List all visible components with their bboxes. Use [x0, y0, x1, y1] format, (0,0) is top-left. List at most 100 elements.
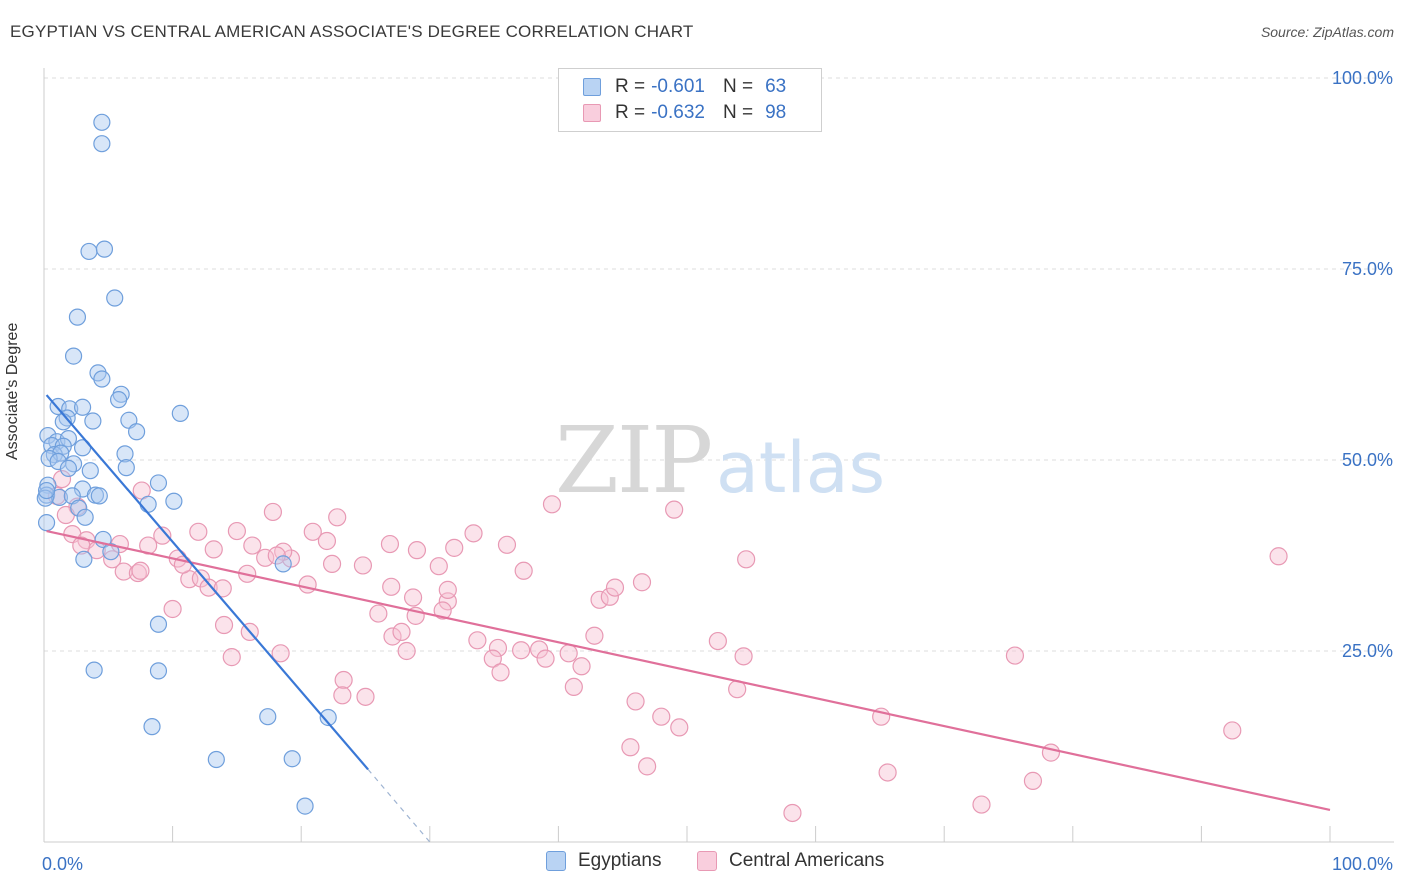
point-egyptian — [85, 661, 103, 679]
point-central-american — [322, 554, 342, 574]
point-central-american — [256, 548, 275, 567]
point-central-american — [1269, 547, 1288, 566]
point-egyptian — [117, 459, 135, 477]
point-central-american — [369, 604, 388, 623]
point-central-american — [783, 803, 802, 823]
point-egyptian — [319, 708, 337, 727]
point-central-american — [1041, 743, 1061, 762]
legend-r-value: -0.601 — [651, 76, 705, 97]
point-central-american — [1005, 646, 1025, 665]
legend-n-value: 98 — [765, 102, 787, 123]
point-egyptian — [149, 662, 168, 680]
series-egyptians — [36, 113, 337, 815]
point-egyptian — [95, 240, 114, 258]
point-central-american — [433, 601, 452, 620]
point-central-american — [334, 670, 353, 690]
point-egyptian — [80, 242, 98, 261]
point-central-american — [652, 707, 671, 726]
point-central-american — [626, 692, 645, 711]
point-egyptian — [274, 555, 292, 573]
point-central-american — [621, 738, 640, 757]
point-egyptian — [283, 750, 301, 768]
trend-lines — [45, 394, 1331, 843]
point-central-american — [407, 541, 427, 560]
point-central-american — [572, 657, 591, 676]
point-central-american — [271, 644, 290, 663]
legend-item-egyptians[interactable]: Egyptians — [546, 850, 661, 872]
point-egyptian — [93, 370, 111, 388]
point-egyptian — [171, 404, 189, 422]
point-central-american — [298, 575, 317, 594]
axes — [43, 68, 1394, 843]
point-central-american — [734, 647, 753, 666]
y-tick-label: 100.0% — [1332, 68, 1393, 88]
y-axis-label: Associate's Degree — [4, 322, 21, 460]
point-central-american — [438, 580, 457, 599]
point-egyptian — [116, 445, 134, 463]
point-egyptian — [81, 462, 99, 480]
point-central-american — [131, 561, 150, 580]
point-central-american — [530, 640, 549, 659]
y-tick-label: 50.0% — [1342, 450, 1393, 470]
point-central-american — [222, 648, 241, 667]
point-egyptian — [37, 481, 56, 500]
point-egyptian — [127, 423, 146, 441]
chart-title: EGYPTIAN VS CENTRAL AMERICAN ASSOCIATE'S… — [10, 22, 694, 41]
point-egyptian — [149, 615, 168, 633]
watermark-atlas: atlas — [716, 427, 885, 509]
point-egyptian — [90, 487, 108, 505]
x-tick-label-max: 100.0% — [1332, 854, 1393, 874]
point-egyptian — [109, 391, 128, 409]
point-egyptian — [84, 412, 102, 430]
point-central-american — [497, 535, 517, 554]
point-central-american — [383, 627, 402, 646]
point-egyptian — [70, 499, 88, 517]
legend-n-label: N = — [722, 102, 754, 123]
point-central-american — [1223, 721, 1242, 740]
legend-r-label: R = — [615, 76, 646, 97]
x-tick-label-min: 0.0% — [42, 854, 83, 874]
point-central-american — [468, 631, 487, 650]
source-label: Source: ZipAtlas.com — [1260, 24, 1394, 40]
y-tick-label: 25.0% — [1342, 641, 1393, 661]
point-central-american — [267, 546, 286, 565]
legend-label-egyptians: Egyptians — [578, 850, 662, 871]
point-egyptian — [68, 308, 87, 326]
legend-swatch-pink — [583, 104, 601, 122]
point-central-american — [263, 502, 283, 522]
point-central-american — [214, 615, 234, 635]
point-central-american — [380, 534, 400, 554]
point-central-american — [227, 521, 246, 541]
point-egyptian — [102, 543, 120, 561]
point-egyptian — [165, 492, 183, 510]
watermark: ZIP atlas — [555, 407, 885, 514]
point-central-american — [128, 563, 147, 583]
point-central-american — [153, 526, 172, 545]
point-egyptian — [259, 708, 277, 726]
trend-line-egyptians-extension — [367, 769, 431, 843]
legend-row-central-americans: R = -0.632 N = 98 — [583, 101, 786, 125]
legend-n-value: 63 — [765, 76, 787, 97]
point-central-american — [204, 540, 223, 559]
tick-labels: 100.0% 75.0% 50.0% 25.0% 0.0% 100.0% — [42, 68, 1393, 874]
correlation-legend: R = -0.601 N = 63 R = -0.632 N = 98 — [558, 68, 822, 132]
point-central-american — [665, 500, 684, 519]
point-central-american — [491, 663, 510, 682]
point-egyptian — [76, 508, 94, 526]
point-central-american — [382, 577, 401, 596]
point-egyptian — [106, 289, 124, 307]
legend-item-central-americans[interactable]: Central Americans — [697, 850, 884, 872]
point-egyptian — [75, 550, 93, 568]
point-central-american — [445, 538, 464, 557]
point-central-american — [632, 573, 652, 592]
point-central-american — [303, 522, 322, 541]
point-egyptian — [143, 718, 161, 736]
point-central-american — [670, 718, 689, 737]
point-central-american — [317, 531, 337, 551]
point-central-american — [590, 590, 609, 609]
trend-line-egyptians — [45, 394, 369, 771]
point-central-american — [483, 649, 502, 668]
point-central-american — [333, 686, 352, 705]
point-egyptian — [64, 347, 83, 365]
